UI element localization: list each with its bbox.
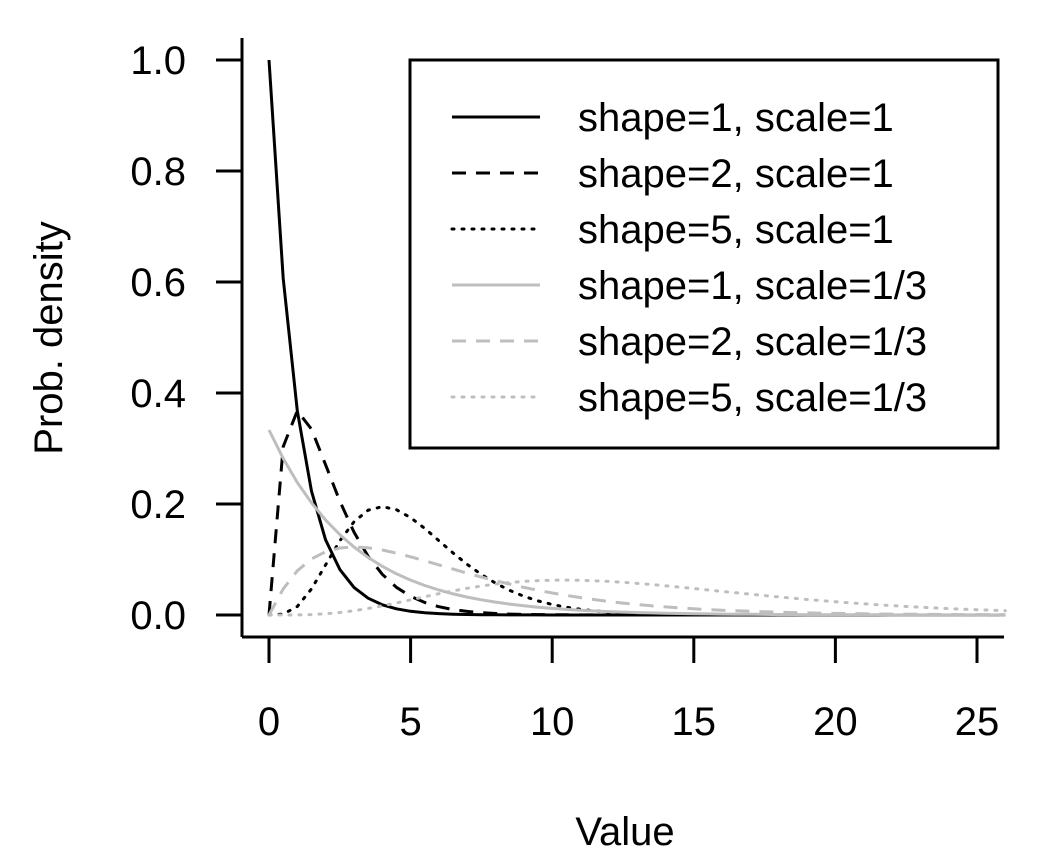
series-line-3 (267, 505, 1007, 617)
x-tick-label: 20 (813, 700, 858, 744)
y-axis-label: Prob. density (27, 221, 71, 454)
legend-item: shape=2, scale=1 (452, 152, 894, 196)
legend: shape=1, scale=1 shape=2, scale=1 shape=5,… (408, 58, 1000, 450)
series-lines (267, 59, 1007, 617)
series-line-5 (267, 545, 1006, 617)
x-axis: 0 5 10 15 20 25 Value (258, 635, 999, 854)
legend-label: shape=1, scale=1 (578, 96, 894, 140)
series-line-6 (267, 578, 1007, 617)
legend-item: shape=2, scale=1/3 (452, 320, 927, 364)
legend-item: shape=5, scale=1/3 (450, 376, 927, 420)
legend-item: shape=1, scale=1 (452, 96, 894, 140)
y-tick-label: 0.8 (130, 150, 186, 194)
legend-box (408, 58, 1000, 450)
y-tick-label: 0.2 (130, 483, 186, 527)
legend-label: shape=5, scale=1 (578, 208, 894, 252)
legend-item: shape=1, scale=1/3 (452, 264, 927, 308)
legend-label: shape=2, scale=1/3 (578, 320, 927, 364)
y-tick-label: 0.4 (130, 372, 186, 416)
y-tick-label: 0.6 (130, 261, 186, 305)
legend-label: shape=5, scale=1/3 (578, 376, 927, 420)
legend-label: shape=1, scale=1/3 (578, 264, 927, 308)
x-tick-label: 0 (258, 700, 280, 744)
x-tick-label: 10 (530, 700, 575, 744)
y-axis: 0.0 0.2 0.4 0.6 0.8 1.0 Prob. density (27, 39, 244, 638)
series-line-2 (267, 409, 1006, 617)
plot-frame (240, 38, 1004, 639)
y-tick-label: 0.0 (130, 594, 186, 638)
legend-label: shape=2, scale=1 (578, 152, 894, 196)
series-line-4 (267, 429, 1006, 617)
x-tick-label: 15 (672, 700, 717, 744)
legend-item: shape=5, scale=1 (450, 208, 894, 252)
x-ticks: 0 5 10 15 20 25 (258, 637, 999, 744)
x-tick-label: 25 (955, 700, 1000, 744)
x-tick-label: 5 (399, 700, 421, 744)
x-axis-label: Value (575, 810, 674, 854)
y-tick-label: 1.0 (130, 39, 186, 83)
legend-items: shape=1, scale=1 shape=2, scale=1 shape=5,… (450, 96, 927, 420)
y-ticks: 0.0 0.2 0.4 0.6 0.8 1.0 (130, 39, 242, 638)
